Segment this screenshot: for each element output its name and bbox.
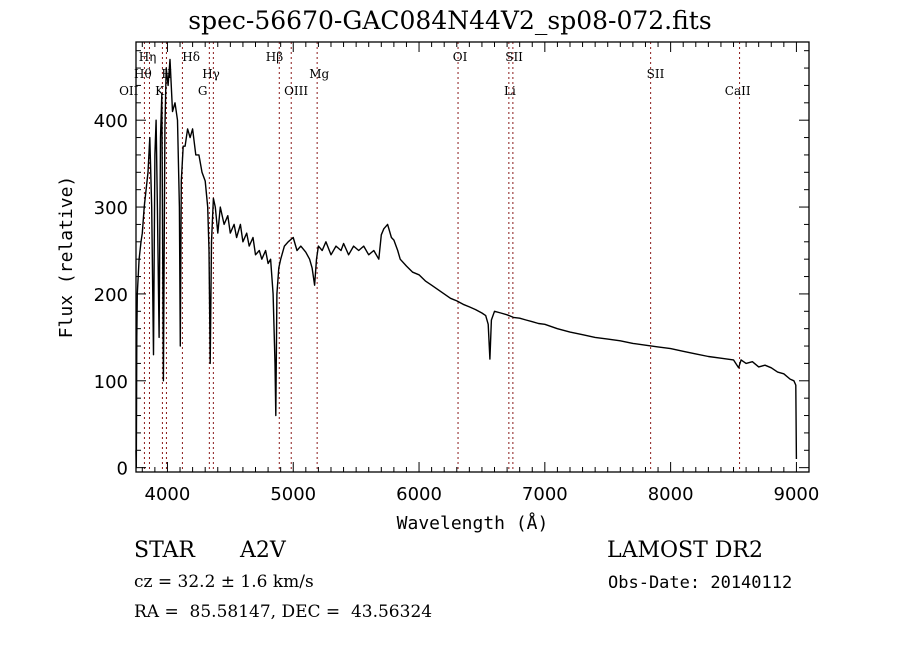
spectral-line-label: SII (505, 50, 523, 64)
y-tick-label: 100 (94, 372, 128, 393)
spectral-line-label: Hη (139, 50, 157, 64)
y-axis-label: Flux (relative) (56, 176, 77, 339)
spectral-line-label: OI (453, 50, 468, 64)
spectral-line-label: CaII (725, 84, 751, 98)
x-tick-label: 4000 (145, 484, 191, 505)
spectral-line-label: Li (504, 84, 516, 98)
plot-frame (135, 41, 810, 473)
y-tick-label: 400 (94, 111, 128, 132)
spectral-line-label: Hθ (134, 67, 152, 81)
y-tick-label: 200 (94, 285, 128, 306)
spectral-line-label: G (198, 84, 208, 98)
y-tick-label: 0 (117, 459, 128, 480)
spectral-line-label: OII (119, 84, 139, 98)
y-tick-label: 300 (94, 198, 128, 219)
spectral-line-label: K (155, 84, 165, 98)
x-axis-label: Wavelength (Å) (397, 512, 549, 534)
object-subclass: A2V (240, 538, 286, 563)
object-class: STAR (134, 538, 195, 563)
chart-title: spec-56670-GAC084N44V2_sp08-072.fits (188, 6, 712, 35)
x-tick-label: 5000 (270, 484, 316, 505)
coordinates-label: RA = 85.58147, DEC = 43.56324 (134, 602, 433, 622)
spectral-line-label: Hβ (266, 50, 283, 64)
survey-label: LAMOST DR2 (607, 538, 763, 563)
x-tick-label: 7000 (522, 484, 568, 505)
redshift-label: cz = 32.2 ± 1.6 km/s (134, 572, 314, 592)
spectral-line-label: Mg (309, 67, 329, 81)
x-tick-label: 9000 (774, 484, 820, 505)
spectrum-line (135, 58, 798, 469)
spectral-line-label: SII (647, 67, 665, 81)
x-tick-label: 6000 (396, 484, 442, 505)
spectral-line-label: OIII (284, 84, 308, 98)
spectral-line-label: Hγ (202, 67, 220, 81)
obs-date-label: Obs-Date: 20140112 (608, 573, 793, 593)
x-tick-label: 8000 (648, 484, 694, 505)
spectral-line-label: Hδ (182, 50, 200, 64)
